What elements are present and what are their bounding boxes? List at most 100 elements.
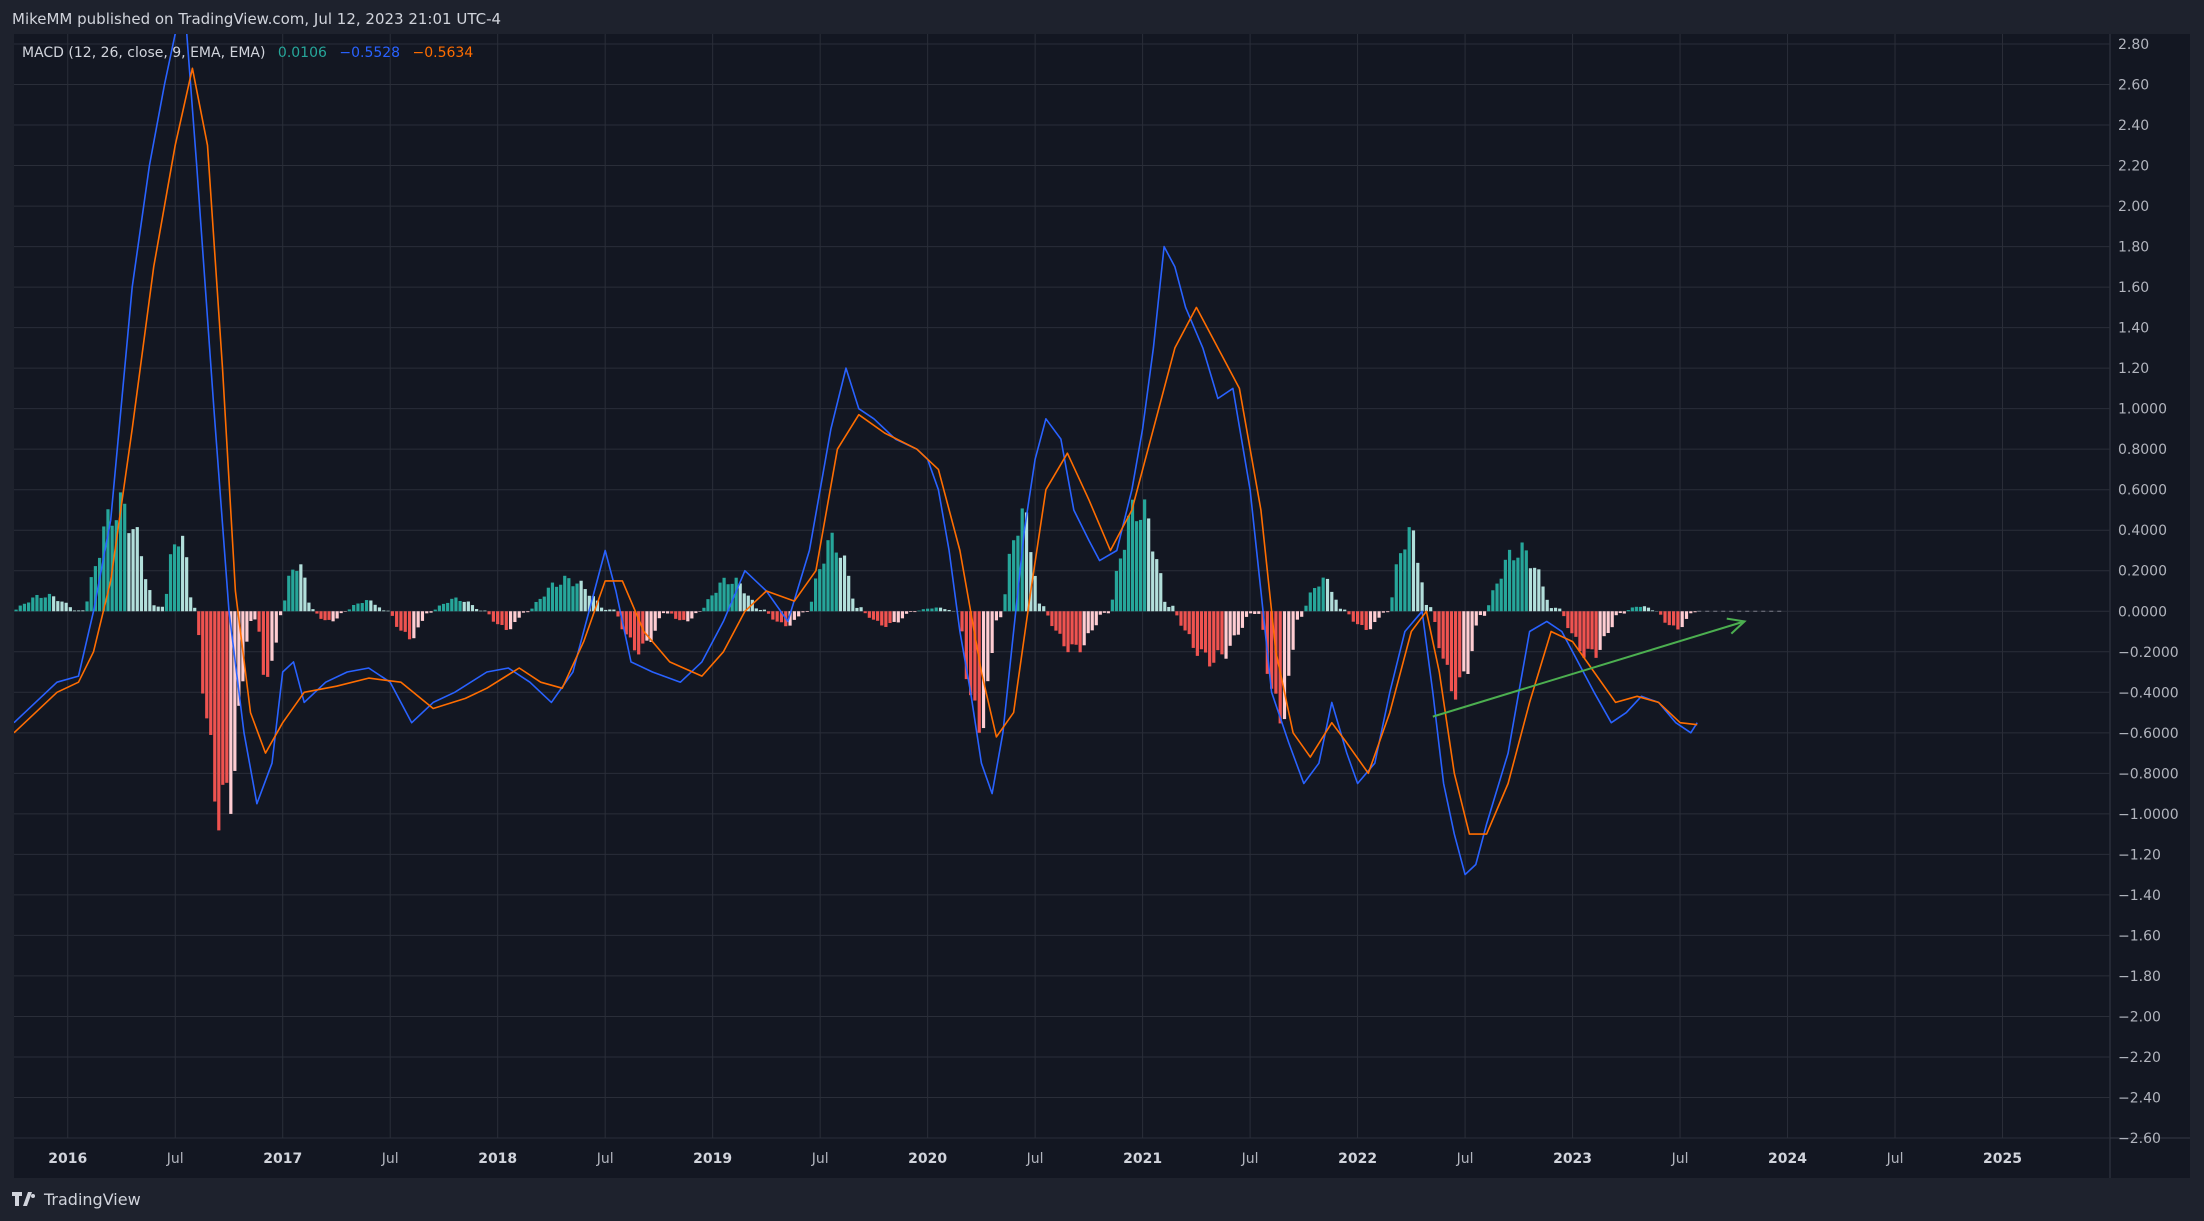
histogram-bar bbox=[1586, 611, 1590, 649]
histogram-bar bbox=[1118, 558, 1123, 612]
histogram-bar bbox=[102, 526, 106, 612]
histogram-bar bbox=[969, 611, 973, 696]
histogram-bar bbox=[960, 611, 964, 632]
histogram-bar bbox=[433, 609, 437, 612]
histogram-bar bbox=[645, 611, 649, 641]
histogram-bar bbox=[1659, 611, 1663, 615]
histogram-bar bbox=[1224, 611, 1228, 659]
histogram-bar bbox=[1151, 551, 1155, 612]
histogram-bar bbox=[144, 579, 148, 612]
y-tick-label: −2.20 bbox=[2118, 1050, 2161, 1066]
histogram-bar bbox=[1253, 611, 1257, 614]
histogram-bar bbox=[311, 609, 315, 612]
histogram-bar bbox=[466, 601, 470, 612]
x-tick-label: 2021 bbox=[1123, 1151, 1162, 1167]
histogram-bar bbox=[1524, 550, 1528, 612]
histogram-bar bbox=[670, 611, 674, 614]
histogram-bar bbox=[299, 564, 303, 612]
histogram-bar bbox=[986, 611, 990, 682]
histogram-bar bbox=[450, 598, 454, 612]
histogram-bar bbox=[805, 611, 809, 612]
histogram-bar bbox=[526, 611, 530, 613]
histogram-bar bbox=[637, 611, 641, 655]
histogram-bar bbox=[1070, 611, 1074, 645]
histogram-bar bbox=[1642, 606, 1647, 612]
trend-arrow-line bbox=[1432, 620, 1745, 718]
histogram-bar bbox=[994, 611, 999, 621]
histogram-bar bbox=[1155, 559, 1159, 612]
histogram-bar bbox=[168, 554, 173, 612]
y-tick-label: −0.2000 bbox=[2118, 645, 2179, 661]
histogram-bar bbox=[921, 609, 925, 612]
histogram-bar bbox=[542, 596, 546, 612]
macd-chart[interactable]: 2.80 2.60 2.40 2.20 2.00 1.80 1.60 1.40 1.20 1.00… bbox=[14, 34, 2190, 1178]
histogram-bar bbox=[1203, 611, 1208, 653]
y-tick-label: −1.60 bbox=[2118, 928, 2161, 944]
histogram-bar bbox=[1082, 611, 1086, 646]
histogram-bar bbox=[395, 611, 399, 627]
histogram-bar bbox=[579, 580, 583, 612]
histogram-bar bbox=[1244, 611, 1249, 617]
x-tick-label: 2016 bbox=[48, 1151, 87, 1167]
x-tick-label: 2020 bbox=[908, 1151, 947, 1167]
histogram-bar bbox=[1411, 530, 1416, 612]
indicator-legend[interactable]: MACD (12, 26, close, 9, EMA, EMA) 0.0106… bbox=[22, 43, 481, 63]
y-tick-label: 0.6000 bbox=[2118, 483, 2167, 499]
histogram-bar bbox=[1270, 611, 1274, 689]
histogram-bar bbox=[1598, 611, 1602, 650]
histogram-bar bbox=[1351, 611, 1355, 622]
y-tick-label: 2.80 bbox=[2118, 37, 2149, 53]
histogram-bar bbox=[930, 608, 934, 612]
histogram-bar bbox=[1090, 611, 1094, 631]
histogram-bar bbox=[742, 593, 746, 612]
histogram-bar bbox=[661, 611, 666, 614]
histogram-bar bbox=[690, 611, 694, 619]
histogram-bar bbox=[867, 611, 871, 618]
y-tick-label: 2.20 bbox=[2118, 159, 2149, 175]
histogram-bar bbox=[1175, 611, 1179, 616]
histogram-bar bbox=[446, 602, 450, 612]
histogram-bar bbox=[1278, 611, 1282, 724]
histogram-bar bbox=[1689, 611, 1693, 614]
histogram-bar bbox=[407, 611, 412, 640]
legend-signal-value: −0.5634 bbox=[412, 45, 474, 61]
histogram-bar bbox=[225, 611, 229, 783]
histogram-bar bbox=[1381, 611, 1385, 613]
histogram-bar bbox=[1029, 552, 1033, 612]
histogram-bar bbox=[416, 611, 420, 628]
histogram-bar bbox=[754, 608, 758, 612]
histogram-bar bbox=[797, 611, 801, 617]
histogram-bar bbox=[1693, 611, 1697, 613]
histogram-bar bbox=[233, 611, 237, 771]
histogram-bar bbox=[209, 611, 213, 735]
histogram-bar bbox=[718, 582, 722, 612]
histogram-bar bbox=[1191, 611, 1195, 648]
histogram-bar bbox=[1634, 606, 1638, 612]
histogram-bar bbox=[779, 611, 784, 623]
histogram-bar bbox=[826, 540, 830, 612]
histogram-bar bbox=[1462, 611, 1466, 672]
histogram-bar bbox=[382, 610, 386, 612]
histogram-bar bbox=[217, 611, 221, 831]
footer-brand[interactable]: TradingView bbox=[12, 1186, 141, 1212]
histogram-bar bbox=[876, 611, 880, 621]
histogram-bar bbox=[1398, 553, 1403, 612]
y-tick-label: −2.40 bbox=[2118, 1090, 2161, 1106]
y-tick-label: 1.60 bbox=[2118, 280, 2149, 296]
histogram-bar bbox=[809, 601, 814, 612]
histogram-bar bbox=[771, 611, 775, 620]
x-tick-label: 2018 bbox=[478, 1151, 517, 1167]
x-tick-label: Jul bbox=[1026, 1151, 1044, 1167]
histogram-bar bbox=[628, 611, 632, 638]
histogram-bar bbox=[830, 532, 834, 612]
chart-frame[interactable]: 2.80 2.60 2.40 2.20 2.00 1.80 1.60 1.40 1.20 1.00… bbox=[14, 34, 2190, 1178]
footer-brand-text: TradingView bbox=[44, 1189, 141, 1209]
histogram-bar bbox=[1317, 586, 1321, 612]
histogram-bar bbox=[1334, 599, 1338, 612]
histogram-bar bbox=[842, 555, 847, 612]
histogram-bar bbox=[39, 597, 43, 612]
histogram-bar bbox=[934, 607, 938, 612]
histogram-bar bbox=[1602, 611, 1606, 637]
histogram-bar bbox=[205, 611, 209, 719]
histogram-bar bbox=[521, 611, 526, 613]
